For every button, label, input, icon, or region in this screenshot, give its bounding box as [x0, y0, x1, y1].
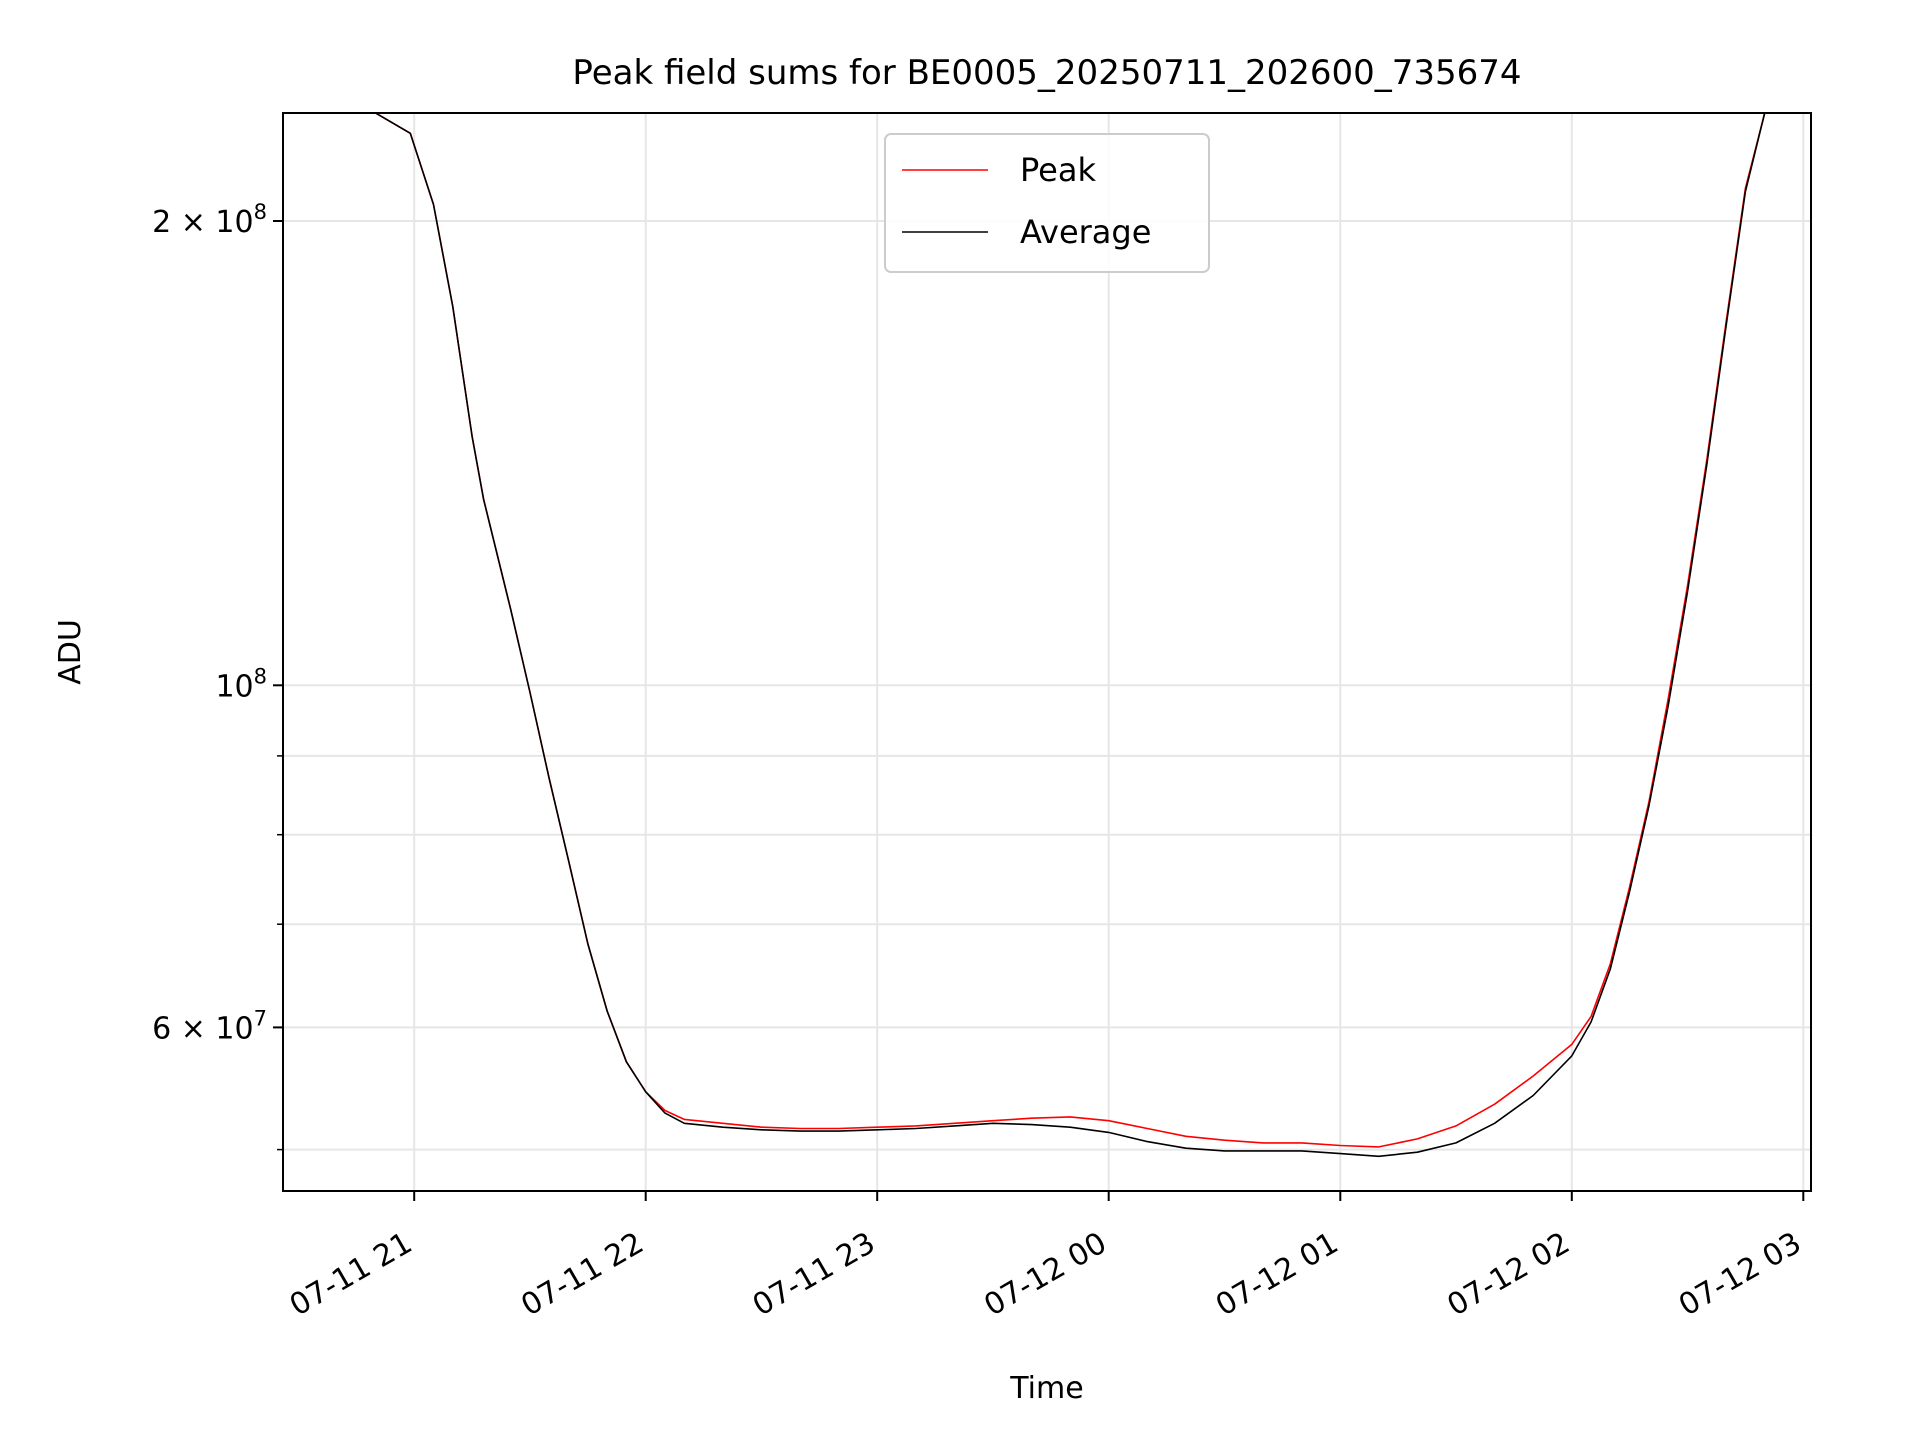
x-axis-label: Time [1009, 1371, 1083, 1406]
grid [283, 113, 1811, 1191]
plot-frame [282, 112, 1812, 1192]
y-tick-label: 2 × 108 [152, 200, 267, 240]
average-line [375, 112, 1766, 1158]
legend-label-average: Average [1020, 213, 1151, 251]
plot-series [375, 112, 1766, 1158]
legend: Peak Average [884, 133, 1210, 273]
chart-title: Peak field sums for BE0005_20250711_2026… [572, 53, 1521, 93]
y-axis-label: ADU [53, 619, 88, 685]
y-tick-label: 6 × 107 [152, 1006, 267, 1046]
legend-label-peak: Peak [1020, 151, 1096, 189]
legend-box [884, 133, 1210, 273]
